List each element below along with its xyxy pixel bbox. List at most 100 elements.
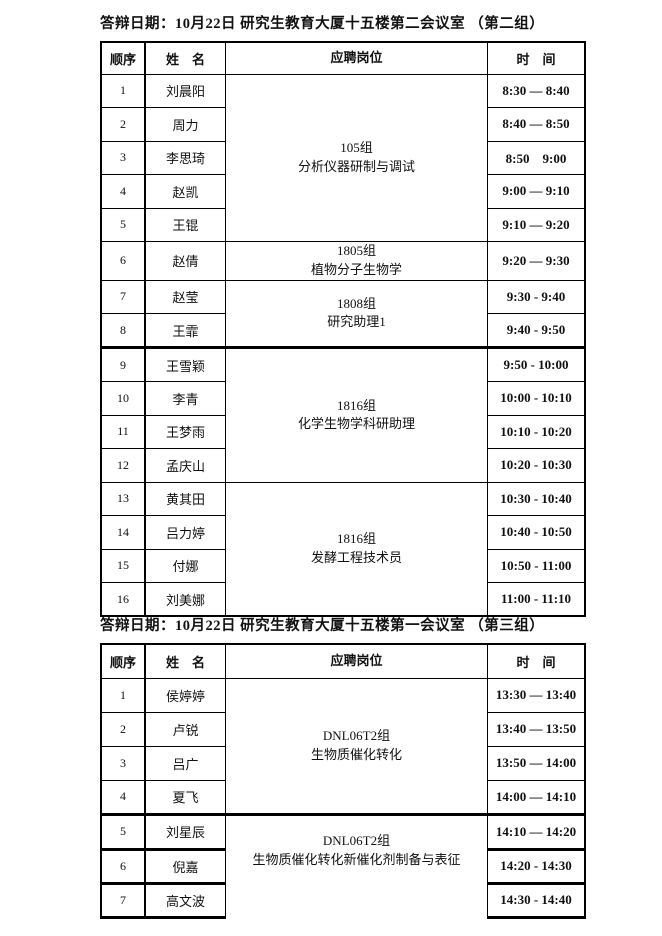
order-cell: 2 (100, 107, 146, 142)
header-row: 顺序 姓 名 应聘岗位 时 间 (100, 41, 586, 75)
table-row: 3 吕广 13:50 — 14:00 (100, 745, 586, 781)
order-cell: 4 (100, 174, 146, 209)
name-cell: 吕广 (144, 745, 226, 781)
time-cell: 13:30 — 13:40 (487, 677, 586, 713)
role-label: 研究助理1 (327, 314, 386, 330)
name-cell: 夏飞 (144, 779, 226, 815)
table-row: 15 付娜 10:50 - 11:00 (100, 548, 586, 584)
order-cell: 7 (100, 882, 146, 919)
role-label: 发酵工程技术员 (310, 549, 402, 565)
group-label: DNL06T2组 (322, 833, 391, 848)
table-row: 5 王锟 9:10 — 9:20 (100, 207, 586, 242)
time-cell: 13:50 — 14:00 (487, 745, 586, 781)
position-cell: 1816组 发酵工程技术员 (225, 481, 488, 617)
name-cell: 倪嘉 (144, 848, 226, 885)
time-cell: 8:30 — 8:40 (487, 73, 586, 108)
order-cell: 14 (100, 515, 146, 550)
name-cell: 赵凯 (144, 174, 226, 209)
order-cell: 12 (100, 448, 146, 483)
schedule-title-group2: 答辩日期：10月22日 研究生教育大厦十五楼第二会议室 （第二组） (100, 16, 545, 32)
header-position: 应聘岗位 (225, 41, 488, 75)
table-row: 4 夏飞 14:00 — 14:10 (100, 779, 586, 815)
order-cell: 10 (100, 381, 146, 416)
order-cell: 16 (100, 582, 146, 617)
time-cell: 10:10 - 10:20 (487, 414, 586, 450)
order-cell: 8 (100, 313, 146, 348)
header-time: 时 间 (487, 643, 586, 679)
name-cell: 王雪颖 (144, 347, 226, 383)
group-label: 1808组 (336, 295, 376, 311)
name-cell: 高文波 (144, 882, 226, 919)
schedule-table-group3-lower: 5 刘星辰 DNL06T2组 生物质催化转化新催化剂制备与表征 14:10 — … (100, 814, 586, 919)
name-cell: 卢锐 (144, 711, 226, 747)
order-cell: 2 (100, 711, 146, 747)
time-cell: 9:00 — 9:10 (487, 174, 586, 209)
name-cell: 刘星辰 (144, 814, 226, 851)
name-cell: 李青 (144, 381, 226, 416)
schedule-table-group2-lower: 9 王雪颖 1816组 化学生物学科研助理 9:50 - 10:00 10 李青… (100, 347, 586, 618)
name-cell: 付娜 (144, 548, 226, 584)
schedule-table-group3-upper: 顺序 姓 名 应聘岗位 时 间 1 侯婷婷 DNL06T2组 生物质催化转化 1… (100, 643, 586, 815)
time-cell: 10:00 - 10:10 (487, 381, 586, 416)
name-cell: 王霏 (144, 313, 226, 348)
table-row: 5 刘星辰 DNL06T2组 生物质催化转化新催化剂制备与表征 14:10 — … (100, 814, 586, 917)
position-cell: 1805组 植物分子生物学 (225, 241, 488, 281)
table-row: 13 黄其田 1816组 发酵工程技术员 10:30 - 10:40 (100, 481, 586, 617)
time-cell: 9:50 - 10:00 (487, 347, 586, 383)
position-cell: 105组 分析仪器研制与调试 (225, 73, 488, 242)
table-row: 7 高文波 14:30 - 14:40 (100, 882, 586, 919)
time-cell: 14:20 - 14:30 (487, 848, 586, 885)
order-cell: 1 (100, 73, 146, 108)
schedule-table-group2: 顺序 姓 名 应聘岗位 时 间 1 刘晨阳 105组 分析仪器研制与调试 8:3… (100, 41, 586, 618)
order-cell: 6 (100, 241, 146, 281)
table-row: 6 赵倩 1805组 植物分子生物学 9:20 — 9:30 (100, 241, 586, 281)
group-label: 1805组 (336, 243, 376, 258)
role-label: 分析仪器研制与调试 (297, 158, 415, 174)
role-label: 化学生物学科研助理 (297, 416, 415, 432)
order-cell: 9 (100, 347, 146, 383)
group-label: 1816组 (336, 397, 376, 413)
time-cell: 9:30 - 9:40 (487, 279, 586, 315)
order-cell: 1 (100, 677, 146, 713)
table-row: 1 侯婷婷 DNL06T2组 生物质催化转化 13:30 — 13:40 (100, 677, 586, 815)
table-row: 16 刘美娜 11:00 - 11:10 (100, 582, 586, 617)
header-name: 姓 名 (144, 41, 226, 75)
name-cell: 黄其田 (144, 481, 226, 517)
time-cell: 9:10 — 9:20 (487, 207, 586, 242)
name-cell: 李思琦 (144, 140, 226, 175)
time-cell: 14:10 — 14:20 (487, 814, 586, 851)
time-cell: 10:50 - 11:00 (487, 548, 586, 584)
name-cell: 刘晨阳 (144, 73, 226, 108)
header-row: 顺序 姓 名 应聘岗位 时 间 (100, 643, 586, 679)
table-row: 10 李青 10:00 - 10:10 (100, 381, 586, 416)
time-cell: 8:50 9:00 (487, 140, 586, 175)
header-order: 顺序 (100, 643, 146, 679)
group-label: DNL06T2组 (322, 727, 391, 743)
position-cell: 1808组 研究助理1 (225, 279, 488, 348)
order-cell: 3 (100, 745, 146, 781)
order-cell: 11 (100, 414, 146, 450)
schedule-title-group3: 答辩日期：10月22日 研究生教育大厦十五楼第一会议室 （第三组） (100, 618, 545, 634)
order-cell: 5 (100, 207, 146, 242)
schedule-table-group3: 顺序 姓 名 应聘岗位 时 间 1 侯婷婷 DNL06T2组 生物质催化转化 1… (100, 643, 586, 919)
schedule-table-group2-upper: 顺序 姓 名 应聘岗位 时 间 1 刘晨阳 105组 分析仪器研制与调试 8:3… (100, 41, 586, 349)
time-cell: 8:40 — 8:50 (487, 107, 586, 142)
time-cell: 11:00 - 11:10 (487, 582, 586, 617)
position-cell: DNL06T2组 生物质催化转化 (225, 677, 488, 815)
name-cell: 周力 (144, 107, 226, 142)
name-cell: 孟庆山 (144, 448, 226, 483)
time-cell: 13:40 — 13:50 (487, 711, 586, 747)
table-row: 1 刘晨阳 105组 分析仪器研制与调试 8:30 — 8:40 (100, 73, 586, 242)
table-row: 9 王雪颖 1816组 化学生物学科研助理 9:50 - 10:00 (100, 347, 586, 483)
position-cell: DNL06T2组 生物质催化转化新催化剂制备与表征 (225, 814, 488, 917)
table-row: 2 卢锐 13:40 — 13:50 (100, 711, 586, 747)
order-cell: 13 (100, 481, 146, 517)
time-cell: 10:40 - 10:50 (487, 515, 586, 550)
table-row: 7 赵莹 1808组 研究助理1 9:30 - 9:40 (100, 279, 586, 348)
time-cell: 9:40 - 9:50 (487, 313, 586, 348)
time-cell: 14:30 - 14:40 (487, 882, 586, 919)
order-cell: 4 (100, 779, 146, 815)
table-row: 12 孟庆山 10:20 - 10:30 (100, 448, 586, 483)
time-cell: 9:20 — 9:30 (487, 241, 586, 281)
